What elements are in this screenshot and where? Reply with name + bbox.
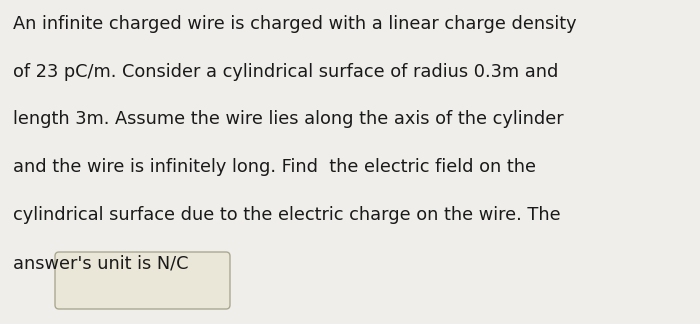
Text: answer's unit is N/C: answer's unit is N/C (13, 254, 188, 272)
Text: cylindrical surface due to the electric charge on the wire. The: cylindrical surface due to the electric … (13, 206, 560, 225)
Text: of 23 pC/m. Consider a cylindrical surface of radius 0.3m and: of 23 pC/m. Consider a cylindrical surfa… (13, 63, 558, 81)
Text: length 3m. Assume the wire lies along the axis of the cylinder: length 3m. Assume the wire lies along th… (13, 110, 564, 129)
Text: An infinite charged wire is charged with a linear charge density: An infinite charged wire is charged with… (13, 15, 576, 33)
Text: and the wire is infinitely long. Find  the electric field on the: and the wire is infinitely long. Find th… (13, 158, 536, 177)
FancyBboxPatch shape (55, 252, 230, 309)
